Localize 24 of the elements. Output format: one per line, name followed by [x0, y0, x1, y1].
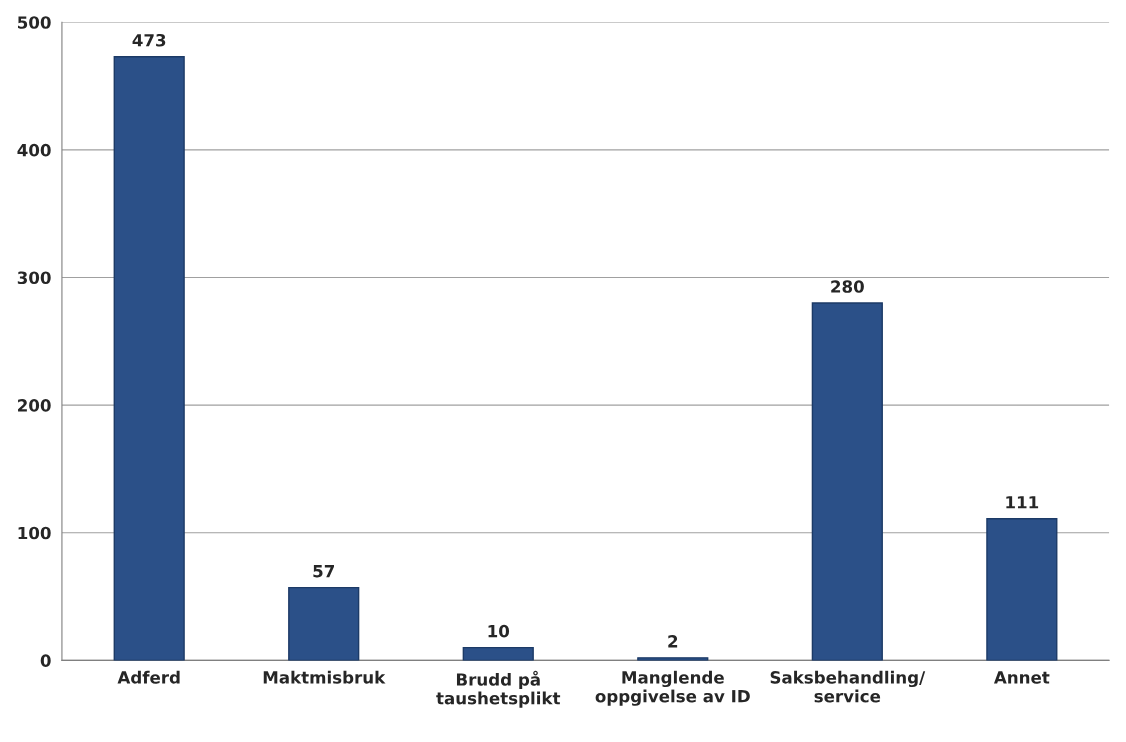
- y-tick-label: 0: [40, 654, 51, 667]
- y-tick-label: 400: [17, 143, 51, 157]
- y-tick-label: 200: [18, 399, 51, 412]
- bar: [462, 646, 534, 661]
- data-label: 10: [488, 624, 510, 638]
- data-label: 280: [831, 280, 864, 293]
- x-tick-label: Annet: [993, 671, 1050, 684]
- y-tick-label: 100: [18, 526, 51, 540]
- bar: [986, 518, 1058, 661]
- x-tick-label: Adferd: [117, 670, 180, 684]
- data-label: 111: [1006, 496, 1039, 509]
- data-label: 2: [668, 635, 678, 648]
- bar: [637, 657, 709, 661]
- x-tick-label: Saksbehandling/ service: [770, 670, 926, 703]
- x-tick-label: Manglende oppgivelse av ID: [595, 670, 750, 706]
- y-tick-label: 500: [18, 16, 51, 29]
- data-label: 57: [313, 565, 334, 578]
- bar: [113, 56, 185, 661]
- x-tick-label: Brudd på taushetsplikt: [436, 670, 561, 708]
- x-tick-label: Maktmisbruk: [263, 670, 386, 684]
- bar: [288, 586, 360, 661]
- y-tick-label: 300: [17, 271, 51, 285]
- bar: [811, 302, 883, 661]
- data-label: 473: [132, 33, 166, 47]
